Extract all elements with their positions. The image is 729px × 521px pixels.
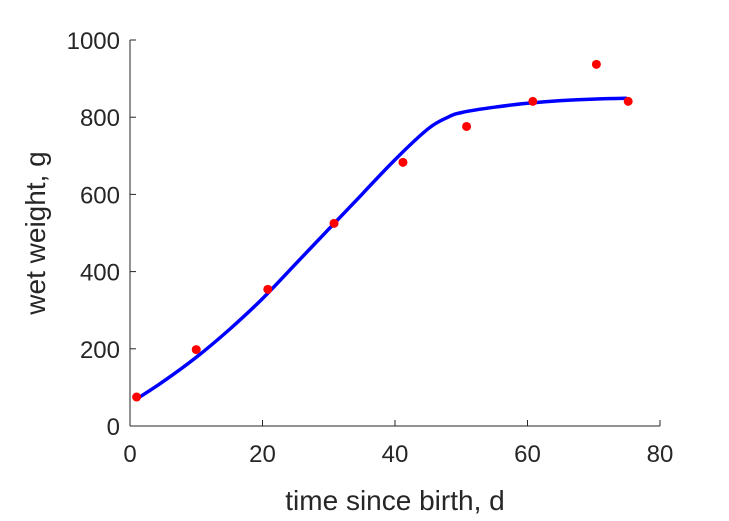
y-tick-label: 0 [107,414,120,441]
plot-area [132,59,633,402]
data-point [132,392,142,402]
x-tick-label: 40 [382,441,409,468]
data-point [263,284,273,294]
x-tick-label: 80 [647,441,674,468]
data-point [191,345,201,355]
x-tick-label: 60 [514,441,541,468]
y-tick-label: 200 [80,337,120,364]
x-ticks: 0 20 40 60 80 [123,420,673,468]
data-point [398,157,408,167]
data-point [591,59,601,69]
data-point [329,218,339,228]
x-tick-label: 20 [249,441,276,468]
y-axis-label: wet weight, g [20,151,51,315]
data-point [528,96,538,106]
y-tick-label: 600 [80,182,120,209]
y-tick-label: 1000 [67,28,120,55]
x-tick-label: 0 [123,441,136,468]
y-ticks: 0 200 400 600 800 1000 [67,28,136,441]
fit-curve [135,96,627,401]
data-point [462,121,472,131]
axes: 0 20 40 60 80 0 200 400 600 800 1000 [67,28,674,468]
y-tick-label: 400 [80,260,120,287]
y-tick-label: 800 [80,105,120,132]
x-axis-label: time since birth, d [285,485,504,516]
data-point [623,96,633,106]
